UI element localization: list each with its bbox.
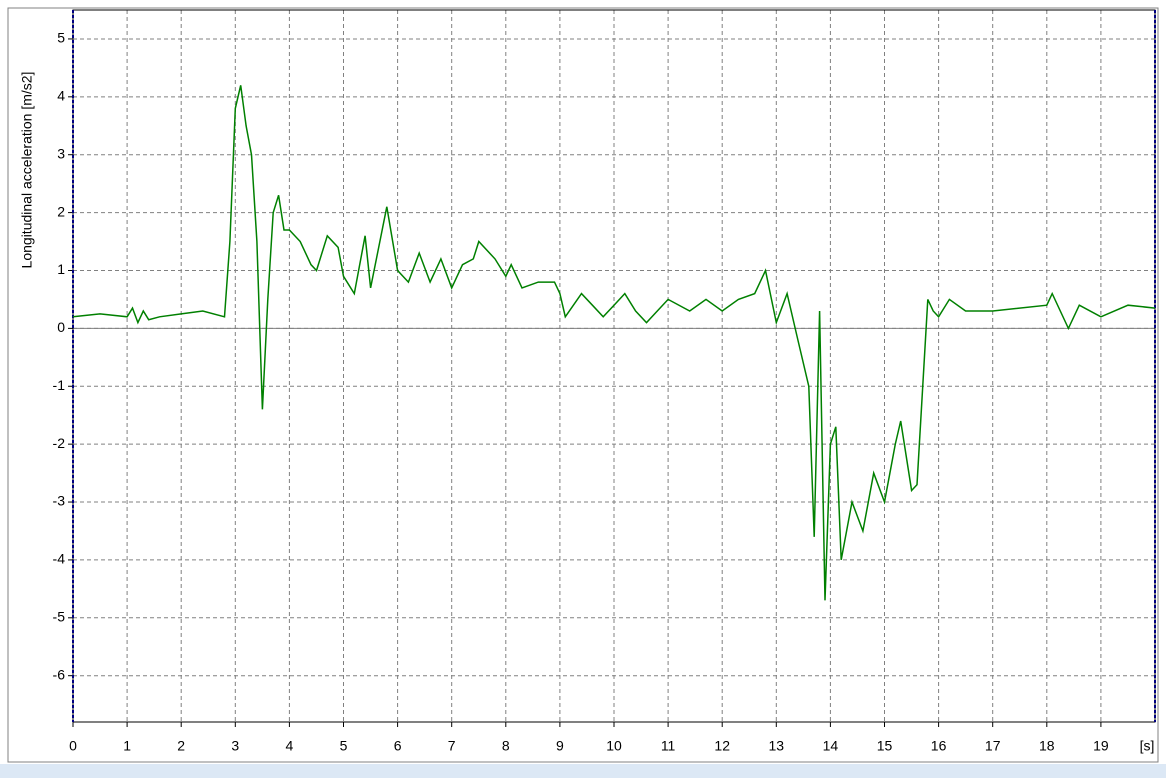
y-tick-label: -1 [53,377,66,393]
x-tick-label: 5 [340,738,348,754]
y-tick-label: -2 [53,435,66,451]
x-tick-label: 19 [1093,738,1109,754]
x-tick-label: 9 [556,738,564,754]
x-tick-label: 12 [714,738,730,754]
x-tick-label: 16 [931,738,947,754]
y-tick-label: -3 [53,493,66,509]
y-tick-label: 4 [57,88,65,104]
y-tick-label: 2 [57,203,65,219]
x-tick-label: 15 [877,738,893,754]
x-tick-label: 6 [394,738,402,754]
y-tick-label: -4 [53,551,66,567]
x-tick-label: 1 [123,738,131,754]
y-tick-label: 5 [57,30,65,46]
x-tick-label: 18 [1039,738,1055,754]
y-tick-label: -5 [53,609,66,625]
x-tick-label: 7 [448,738,456,754]
y-axis-label: Longitudinal acceleration [m/s2] [19,72,35,269]
frame [7,7,1159,763]
x-tick-label: 2 [177,738,185,754]
x-tick-label: 8 [502,738,510,754]
x-tick-label: 10 [606,738,622,754]
x-tick-label: 17 [985,738,1001,754]
x-tick-label: 4 [286,738,294,754]
y-tick-label: 3 [57,145,65,161]
x-tick-label: 14 [823,738,839,754]
x-tick-label: 13 [769,738,785,754]
status-strip [0,764,1166,778]
data-line [72,85,1156,601]
y-tick-label: 1 [57,261,65,277]
x-tick-label: 11 [661,738,676,754]
x-tick-label: 0 [69,738,77,754]
x-axis-label: [s] [1140,738,1155,754]
x-tick-label: 3 [231,738,239,754]
y-tick-label: -6 [53,666,66,682]
y-tick-label: 0 [57,319,65,335]
